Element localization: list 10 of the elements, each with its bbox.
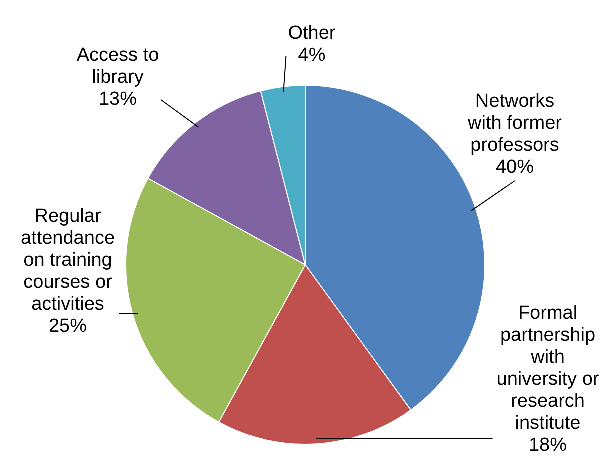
data-label: 4% xyxy=(298,45,326,66)
slice-label: Networks with former professors xyxy=(467,91,563,156)
slice-label: Access to library xyxy=(76,45,160,88)
data-label: 13% xyxy=(98,89,138,110)
slice-label: Regular attendance on training courses or activities xyxy=(20,206,116,316)
slice-label: Formal partnership with university or research institute xyxy=(496,303,600,434)
slice-label: Other xyxy=(288,23,336,44)
data-label: 40% xyxy=(496,157,534,178)
data-label: 25% xyxy=(48,316,88,338)
data-label: 18% xyxy=(528,435,568,456)
